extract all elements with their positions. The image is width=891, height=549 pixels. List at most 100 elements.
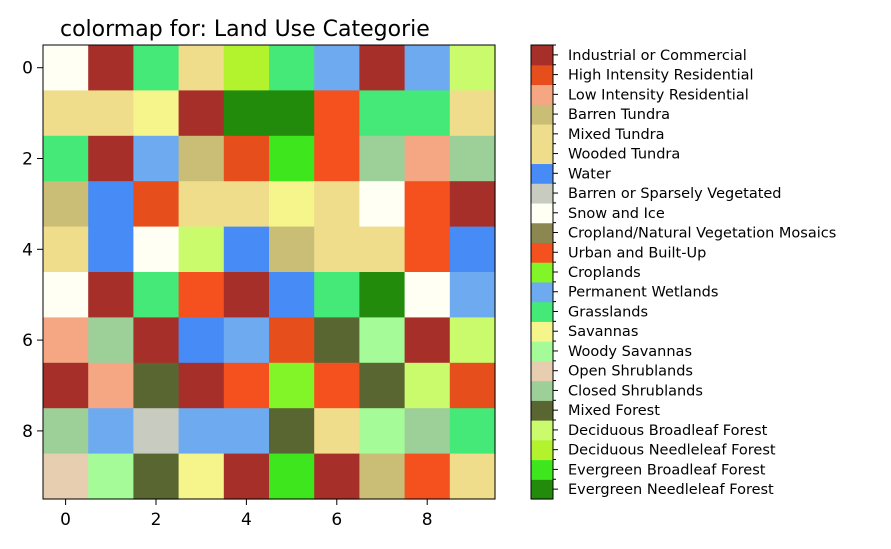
heatmap-cell xyxy=(359,408,406,455)
colorbar-swatch xyxy=(531,360,553,382)
heatmap-cell xyxy=(314,317,360,364)
heatmap-cell xyxy=(223,90,270,137)
heatmap-cell xyxy=(88,408,134,455)
x-tick-label: 2 xyxy=(151,510,162,530)
colorbar-swatch xyxy=(531,439,553,461)
colorbar-label: Wooded Tundra xyxy=(568,147,680,163)
heatmap-cell xyxy=(43,90,89,137)
heatmap-cell xyxy=(133,317,180,364)
heatmap-cell xyxy=(359,226,406,273)
heatmap-cell xyxy=(314,90,360,137)
heatmap-cell xyxy=(449,45,496,91)
y-tick-label: 4 xyxy=(22,240,33,260)
colorbar-label: Urban and Built-Up xyxy=(568,245,706,261)
colorbar-label: Deciduous Broadleaf Forest xyxy=(568,423,768,439)
heatmap-cell xyxy=(269,135,315,182)
heatmap-cell xyxy=(359,317,406,364)
heatmap-cell xyxy=(269,362,315,409)
colorbar-label: Croplands xyxy=(568,265,641,281)
colorbar-swatch xyxy=(531,321,553,342)
heatmap-cell xyxy=(133,135,180,182)
heatmap-cell xyxy=(88,362,134,409)
heatmap-cell xyxy=(178,45,225,91)
heatmap-cell xyxy=(449,181,496,228)
heatmap-cell xyxy=(449,135,496,182)
heatmap-cell xyxy=(223,317,270,364)
heatmap-cell xyxy=(359,90,406,137)
heatmap-cell xyxy=(43,45,89,91)
heatmap-cell xyxy=(223,45,270,91)
heatmap-cells xyxy=(43,45,496,500)
heatmap-cell xyxy=(449,362,496,409)
heatmap-cell xyxy=(269,408,315,455)
x-tick-label: 6 xyxy=(331,510,342,530)
heatmap-cell xyxy=(43,453,89,500)
heatmap-cell xyxy=(133,181,180,228)
heatmap-cell xyxy=(404,45,451,91)
heatmap-cell xyxy=(404,90,451,137)
heatmap-cell xyxy=(359,453,406,500)
heatmap-cell xyxy=(449,317,496,364)
colorbar-label: Barren or Sparsely Vegetated xyxy=(568,186,782,202)
colorbar-swatch xyxy=(531,163,553,184)
colorbar-label: Low Intensity Residential xyxy=(568,87,749,103)
heatmap-cell xyxy=(449,226,496,273)
heatmap-cell xyxy=(314,45,360,91)
heatmap-cell xyxy=(314,408,360,455)
colorbar-label: Evergreen Broadleaf Forest xyxy=(568,462,766,478)
heatmap-cell xyxy=(404,226,451,273)
colorbar-label: Mixed Forest xyxy=(568,403,660,419)
colorbar-label: Grasslands xyxy=(568,304,648,320)
heatmap-cell xyxy=(404,453,451,500)
heatmap-cell xyxy=(133,45,180,91)
colorbar-swatch xyxy=(531,242,553,263)
heatmap-cell xyxy=(133,453,180,500)
heatmap-cell xyxy=(223,181,270,228)
heatmap-cell xyxy=(404,362,451,409)
colorbar-swatch xyxy=(531,45,553,66)
heatmap-cell xyxy=(223,408,270,455)
heatmap-cell xyxy=(178,272,225,318)
heatmap-cell xyxy=(269,272,315,318)
heatmap-cell xyxy=(178,135,225,182)
heatmap-cell xyxy=(269,226,315,273)
plot-frame xyxy=(42,44,496,500)
heatmap-cell xyxy=(43,181,89,228)
heatmap-cell xyxy=(359,362,406,409)
colorbar-label: Industrial or Commercial xyxy=(568,48,747,64)
heatmap-cell xyxy=(88,181,134,228)
heatmap-cell xyxy=(88,317,134,364)
heatmap-cell xyxy=(223,226,270,273)
heatmap-cell xyxy=(269,45,315,91)
heatmap-cell xyxy=(133,408,180,455)
heatmap-cell xyxy=(404,317,451,364)
heatmap-cell xyxy=(88,272,134,318)
colorbar-swatch xyxy=(531,64,553,86)
heatmap-cell xyxy=(178,90,225,137)
colorbar-swatch xyxy=(531,420,553,441)
heatmap-cell xyxy=(88,45,134,91)
x-tick-label: 8 xyxy=(422,510,433,530)
colorbar-swatch xyxy=(531,123,553,145)
colorbar-swatch xyxy=(531,262,553,283)
y-tick-label: 8 xyxy=(22,422,33,442)
heatmap-cell xyxy=(359,135,406,182)
heatmap-cell xyxy=(269,90,315,137)
heatmap-cell xyxy=(133,226,180,273)
colorbar-label: Water xyxy=(568,166,611,182)
heatmap-cell xyxy=(88,226,134,273)
heatmap-cell xyxy=(223,272,270,318)
heatmap-cell xyxy=(314,181,360,228)
colorbar-swatch xyxy=(531,380,553,401)
heatmap-cell xyxy=(133,90,180,137)
colorbar-label: Snow and Ice xyxy=(568,206,665,222)
chart-title: colormap for: Land Use Categorie xyxy=(60,17,430,42)
colorbar-label: Closed Shrublands xyxy=(568,383,703,399)
heatmap-cell xyxy=(43,135,89,182)
colorbar-labels: Evergreen Needleleaf Forest Evergreen Bro… xyxy=(553,44,836,498)
colorbar-swatch xyxy=(531,104,553,125)
heatmap-cell xyxy=(43,272,89,318)
heatmap-cell xyxy=(314,272,360,318)
y-tick-label: 0 xyxy=(22,59,33,79)
